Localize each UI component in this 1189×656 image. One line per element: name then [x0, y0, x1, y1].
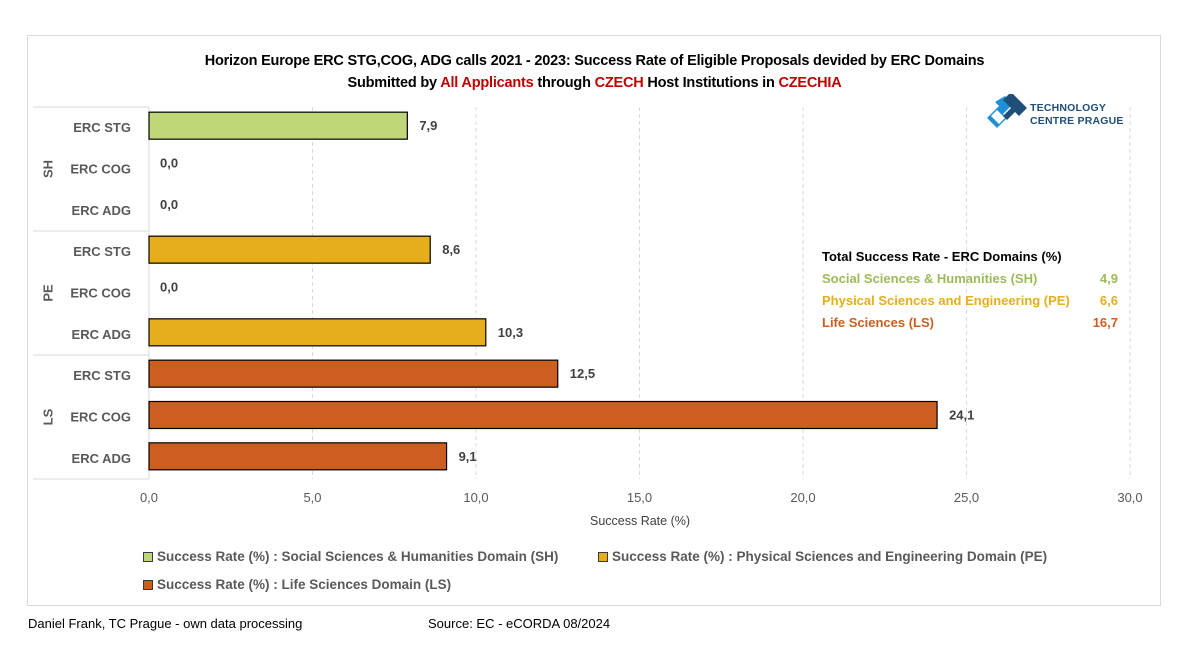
legend-item-ls: Success Rate (%) : Life Sciences Domain … — [143, 577, 451, 592]
group-label: SH — [40, 160, 55, 178]
bar — [148, 111, 408, 140]
data-label: 0,0 — [160, 279, 178, 294]
summary-value: 16,7 — [1092, 315, 1118, 330]
x-tick-label: 30,0 — [1117, 490, 1142, 505]
x-tick-label: 0,0 — [140, 490, 158, 505]
data-label: 7,9 — [419, 118, 437, 133]
data-label: 8,6 — [442, 242, 460, 257]
title-part: Submitted by — [347, 75, 441, 91]
x-tick-label: 25,0 — [954, 490, 979, 505]
data-label: 0,0 — [160, 155, 178, 170]
title-part-highlight: CZECH — [594, 75, 644, 91]
category-label: ERC COG — [70, 409, 131, 424]
chart-title-line1: Horizon Europe ERC STG,COG, ADG calls 20… — [204, 53, 985, 69]
bar — [148, 318, 487, 347]
legend-swatch-ls — [143, 579, 153, 590]
bar — [148, 359, 559, 388]
legend-swatch-pe — [598, 551, 608, 562]
data-label: 10,3 — [498, 325, 523, 340]
bar — [148, 235, 431, 264]
summary-header: Total Success Rate - ERC Domains (%) — [822, 249, 1062, 264]
legend-item-pe: Success Rate (%) : Physical Sciences and… — [598, 549, 1047, 564]
logo-text-line1: TECHNOLOGY — [1030, 102, 1107, 114]
group-label: PE — [40, 284, 55, 302]
category-label: ERC ADG — [72, 327, 131, 342]
data-label: 24,1 — [949, 407, 974, 422]
data-label: 0,0 — [160, 197, 178, 212]
data-label: 9,1 — [459, 449, 477, 464]
author-credit: Daniel Frank, TC Prague - own data proce… — [28, 616, 303, 631]
data-source: Source: EC - eCORDA 08/2024 — [428, 616, 611, 631]
category-label: ERC STG — [73, 120, 131, 135]
title-part: through — [533, 75, 595, 91]
title-part-highlight: All Applicants — [440, 75, 534, 91]
total-success-rate-box: Total Success Rate - ERC Domains (%) Soc… — [822, 248, 1122, 336]
legend-item-sh: Success Rate (%) : Social Sciences & Hum… — [143, 549, 558, 564]
legend-label: Success Rate (%) : Life Sciences Domain … — [157, 577, 452, 592]
summary-value: 6,6 — [1099, 293, 1118, 308]
x-tick-label: 20,0 — [790, 490, 815, 505]
title-part: Host Institutions in — [643, 75, 779, 91]
tc-prague-logo-icon — [987, 92, 1027, 128]
category-label: ERC ADG — [72, 203, 131, 218]
legend-label: Success Rate (%) : Physical Sciences and… — [612, 549, 1048, 564]
chart-title: Horizon Europe ERC STG,COG, ADG calls 20… — [0, 50, 1189, 94]
x-tick-label: 5,0 — [303, 490, 321, 505]
summary-label: Physical Sciences and Engineering (PE) — [822, 293, 1070, 308]
tc-prague-logo: TECHNOLOGY CENTRE PRAGUE — [983, 92, 1133, 138]
x-tick-label: 10,0 — [463, 490, 488, 505]
x-axis-title: Success Rate (%) — [590, 514, 690, 528]
logo-text-line2: CENTRE PRAGUE — [1030, 115, 1124, 127]
bar — [148, 400, 938, 430]
summary-value: 4,9 — [1099, 271, 1118, 286]
summary-row-sh: Social Sciences & Humanities (SH) 4,9 — [822, 270, 1122, 292]
category-label: ERC STG — [73, 244, 131, 259]
x-tick-label: 15,0 — [627, 490, 652, 505]
category-label: ERC COG — [70, 161, 131, 176]
chart-title-line2: Submitted by All Applicants through CZEC… — [0, 72, 1189, 94]
logo-text: TECHNOLOGY CENTRE PRAGUE — [1030, 102, 1124, 128]
legend-label: Success Rate (%) : Social Sciences & Hum… — [157, 549, 559, 564]
summary-label: Social Sciences & Humanities (SH) — [822, 271, 1038, 286]
category-label: ERC STG — [73, 368, 131, 383]
category-label: ERC ADG — [72, 451, 131, 466]
legend-swatch-sh — [143, 551, 153, 562]
summary-row-ls: Life Sciences (LS) 16,7 — [822, 314, 1122, 336]
bar — [148, 442, 448, 471]
group-label: LS — [40, 408, 55, 425]
summary-row-pe: Physical Sciences and Engineering (PE) 6… — [822, 292, 1122, 314]
summary-label: Life Sciences (LS) — [822, 315, 934, 330]
category-label: ERC COG — [70, 285, 131, 300]
title-part-highlight: CZECHIA — [778, 75, 842, 91]
data-label: 12,5 — [570, 366, 595, 381]
